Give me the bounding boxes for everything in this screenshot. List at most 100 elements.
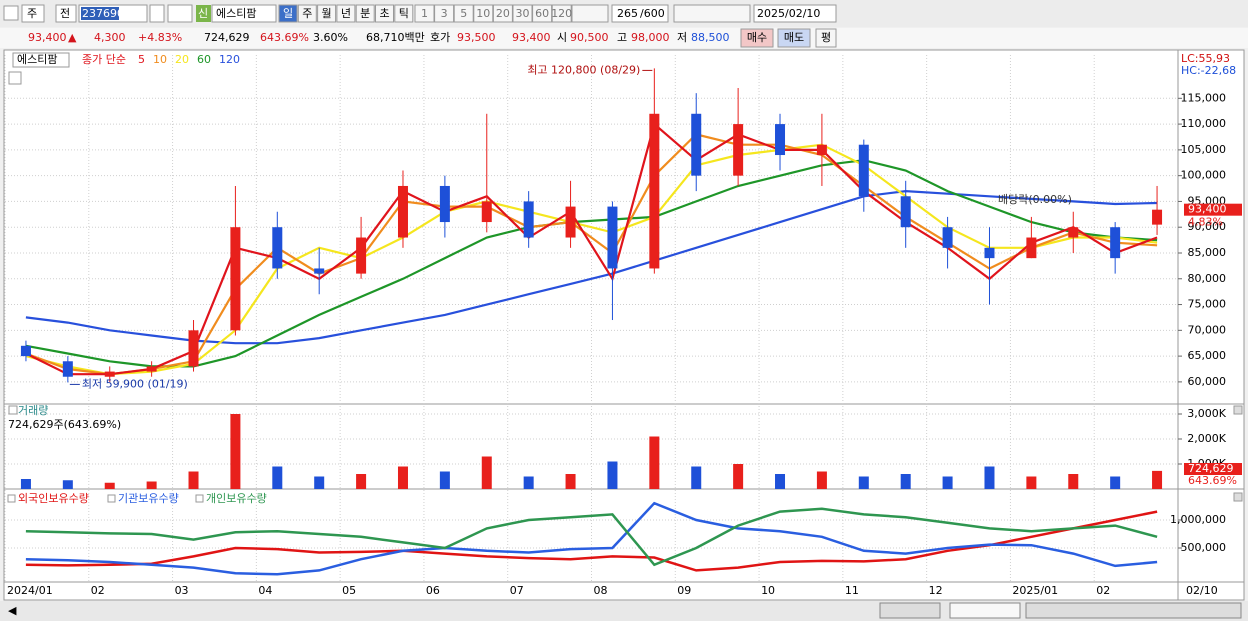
interval-button[interactable] [473, 4, 494, 23]
period-button[interactable] [278, 4, 298, 23]
legend-entry: 120 [219, 53, 240, 66]
avg-label[interactable]: 평 [821, 31, 831, 44]
buy-label[interactable]: 매수 [747, 31, 767, 44]
candle-body [775, 124, 786, 156]
panel-title: 거래량 [18, 404, 48, 417]
interval-label[interactable]: 5 [460, 7, 467, 20]
period-label[interactable]: 틱 [399, 7, 409, 20]
interval-label[interactable]: 120 [551, 7, 572, 20]
candle-body [523, 201, 534, 238]
y-tick-label: 60,000 [1188, 375, 1227, 388]
candle-body [816, 144, 827, 156]
type-label[interactable]: 주 [27, 7, 37, 20]
x-tick-label: 09 [677, 584, 691, 597]
interval-button[interactable] [453, 4, 474, 23]
interval-button[interactable] [512, 4, 533, 23]
period-button[interactable] [355, 4, 375, 23]
period-label[interactable]: 년 [341, 7, 351, 20]
legend-entry: 개인보유수량 [206, 492, 267, 505]
zoom-slider[interactable] [949, 602, 1021, 619]
interval-label[interactable]: 30 [516, 7, 530, 20]
legend-entry: 외국인보유수량 [18, 492, 89, 505]
period-button[interactable] [336, 4, 356, 23]
quote-low-label: 저 [677, 31, 687, 44]
y-tick-label: 2,000K [1187, 432, 1226, 445]
series-line [25, 122, 1158, 376]
legend-entry: 기관보유수량 [118, 492, 179, 505]
quote-arrow: ▲ [68, 31, 77, 44]
interval-label[interactable]: 60 [535, 7, 549, 20]
volume-bar [733, 464, 744, 489]
interval-select[interactable] [571, 4, 609, 23]
volume-bar [481, 456, 492, 489]
volume-bar [1026, 476, 1037, 489]
sound-button[interactable] [167, 4, 193, 23]
x-end-label: 02/10 [1186, 584, 1218, 597]
stock-code[interactable]: 237690 [82, 7, 124, 20]
quote-volume: 724,629 [204, 31, 250, 44]
quote-turnover: 3.60% [313, 31, 348, 44]
menu-icon[interactable] [3, 5, 19, 21]
quote-ask-label: 호가 [430, 31, 450, 44]
x-tick-label: 2025/01 [1012, 584, 1058, 597]
period-button[interactable] [317, 4, 337, 23]
period-label[interactable]: 주 [302, 7, 312, 20]
y-tick-label: 90,000 [1188, 220, 1227, 233]
scroll-left[interactable]: ◀ [8, 604, 17, 617]
volume-bar [900, 474, 911, 489]
interval-label[interactable]: 3 [441, 7, 448, 20]
avg-button[interactable] [815, 28, 837, 48]
search-button[interactable] [149, 4, 165, 23]
series-line [25, 507, 1158, 567]
last-volume-tag [1184, 463, 1242, 475]
interval-button[interactable] [532, 4, 553, 23]
volume-bar [984, 466, 995, 489]
panel-close[interactable] [1233, 492, 1243, 502]
date: 2025/02/10 [757, 7, 820, 20]
legend-entry: 60 [197, 53, 211, 66]
panel-icon[interactable] [8, 71, 22, 85]
volume-bar [1152, 470, 1163, 489]
period-label[interactable]: 일 [283, 6, 293, 20]
interval-label[interactable]: 10 [476, 7, 490, 20]
type-select[interactable] [55, 4, 77, 23]
sell-label[interactable]: 매도 [784, 31, 804, 44]
quote-open-label: 시 [557, 31, 567, 44]
tool-icons[interactable] [673, 4, 751, 23]
y-tick-label: 115,000 [1181, 91, 1227, 104]
candle-body [1026, 237, 1037, 259]
period-button[interactable] [375, 4, 394, 23]
stock-name[interactable] [211, 4, 277, 23]
x-tick-label: 06 [426, 584, 440, 597]
tool-buttons[interactable] [1025, 602, 1242, 619]
scroll-controls[interactable] [879, 602, 941, 619]
period-button[interactable] [297, 4, 317, 23]
interval-button[interactable] [434, 4, 455, 23]
date-input[interactable] [753, 4, 837, 23]
type-select[interactable] [21, 4, 45, 23]
last-volume-label: 724,629 [1188, 462, 1234, 475]
interval-button[interactable] [414, 4, 435, 23]
panel-icon[interactable] [8, 405, 18, 415]
interval-label[interactable]: 20 [496, 7, 510, 20]
period-label[interactable]: 초 [379, 7, 389, 20]
period-label[interactable]: 월 [322, 7, 332, 20]
candle-body [942, 227, 953, 248]
x-tick-label: 08 [594, 584, 608, 597]
interval-button[interactable] [551, 4, 572, 23]
sell-button[interactable] [777, 28, 811, 48]
period-button[interactable] [394, 4, 414, 23]
x-tick-label: 12 [929, 584, 943, 597]
candle-body [607, 206, 618, 269]
panel-close[interactable] [1233, 405, 1243, 415]
period-label[interactable]: 분 [360, 7, 370, 20]
legend-name: 에스티팜 [17, 53, 57, 66]
quote-rate: +4.83% [138, 31, 182, 44]
interval-button[interactable] [492, 4, 513, 23]
interval-label[interactable]: 1 [421, 7, 428, 20]
legend-label: 종가 단순 [82, 53, 126, 66]
count-input[interactable] [611, 4, 669, 23]
buy-button[interactable] [740, 28, 774, 48]
type-label[interactable]: 전 [60, 7, 70, 20]
